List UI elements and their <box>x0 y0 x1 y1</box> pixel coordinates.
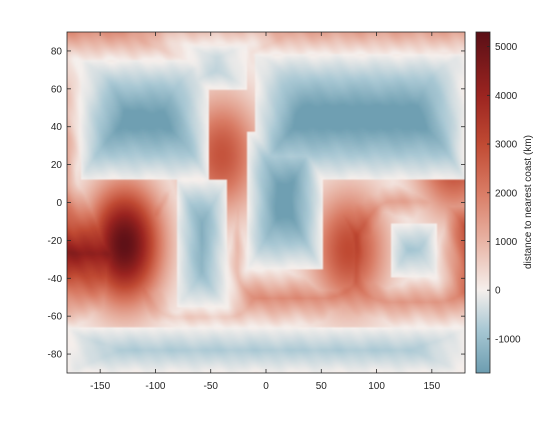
colorbar-tick-label: 2000 <box>495 188 518 199</box>
y-tick-label: 0 <box>56 198 62 209</box>
y-tick-label: 40 <box>51 122 63 133</box>
colorbar-tick-label: 3000 <box>495 140 518 151</box>
y-tick-label: -60 <box>48 312 63 323</box>
colorbar-fill <box>476 32 490 373</box>
x-tick-label: 150 <box>423 381 440 392</box>
y-axis: -80 -60 -40 -20 0 20 40 60 80 <box>48 46 465 361</box>
y-tick-label: 80 <box>51 46 63 57</box>
y-tick-label: -20 <box>48 236 63 247</box>
colorbar-tick-label: -1000 <box>495 334 521 345</box>
colorbar-label: distance to nearest coast (km) <box>523 135 534 269</box>
x-axis: -150 -100 -50 0 50 100 150 <box>90 32 441 392</box>
x-tick-label: 100 <box>368 381 385 392</box>
colorbar: -1000 0 1000 2000 3000 4000 5000 distance to n… <box>475 31 534 374</box>
plot-area <box>66 31 466 374</box>
heatmap-image <box>67 32 465 373</box>
x-tick-label: 50 <box>316 381 328 392</box>
x-tick-label: -150 <box>90 381 110 392</box>
y-tick-label: 20 <box>51 160 63 171</box>
x-tick-label: 0 <box>263 381 269 392</box>
colorbar-ticks: -1000 0 1000 2000 3000 4000 5000 <box>487 42 521 345</box>
y-tick-label: -40 <box>48 274 63 285</box>
colorbar-tick-label: 4000 <box>495 91 518 102</box>
colorbar-tick-label: 0 <box>495 286 501 297</box>
colorbar-frame <box>475 31 491 374</box>
colorbar-tick-label: 5000 <box>495 42 518 53</box>
y-tick-label: -80 <box>48 350 63 361</box>
x-tick-label: -50 <box>203 381 218 392</box>
x-tick-label: -100 <box>145 381 165 392</box>
y-tick-label: 60 <box>51 84 63 95</box>
colorbar-tick-label: 1000 <box>495 237 518 248</box>
